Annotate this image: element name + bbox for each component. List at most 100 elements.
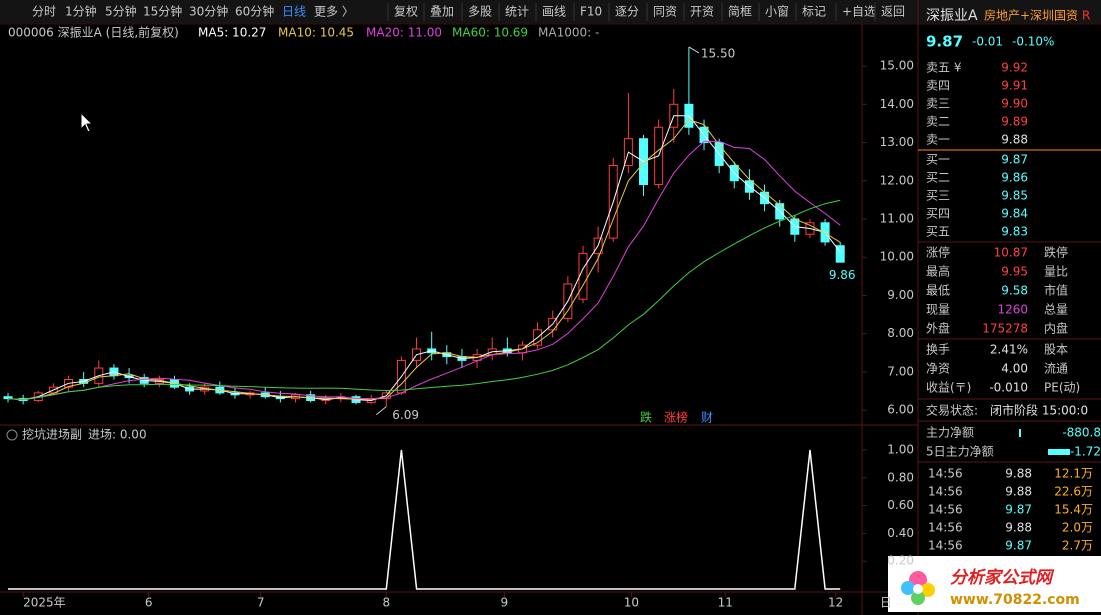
change: -0.01 — [972, 35, 1003, 49]
period-tab[interactable]: 30分钟 — [189, 4, 228, 19]
ma-label: MA10: 10.45 — [278, 26, 354, 40]
tool-button[interactable]: F10 — [580, 5, 602, 19]
tick-volume: 15.4万 — [1054, 503, 1093, 517]
period-tab[interactable]: 日线 — [282, 5, 306, 19]
tool-button[interactable]: 画线 — [542, 5, 566, 19]
tick-time: 14:56 — [928, 521, 963, 535]
tool-button[interactable]: 开资 — [690, 5, 714, 19]
bid-label: 买五 — [926, 225, 950, 239]
ask-label: 卖四 — [926, 79, 950, 93]
stock-name: 深振业A — [926, 8, 978, 24]
sector: 房地产+深圳国资 — [984, 8, 1078, 23]
tool-button[interactable]: 复权 — [394, 5, 418, 19]
symbol: 000006 深振业A (日线,前复权) — [8, 25, 179, 40]
y-tick-label: 0.80 — [887, 470, 914, 484]
watermark — [888, 556, 1101, 612]
bid-label: 买一 — [926, 153, 950, 167]
stat-label: PE(动) — [1044, 381, 1080, 395]
tick-time: 14:56 — [928, 467, 963, 481]
period-tab[interactable]: 分时 — [32, 5, 56, 19]
x-tick-label: 10 — [624, 596, 639, 610]
tick-volume: 22.6万 — [1054, 485, 1093, 499]
tick-volume: 12.1万 — [1054, 467, 1093, 481]
stat-label: 换手 — [926, 343, 950, 357]
price: 9.87 — [926, 33, 963, 51]
change-pct: -0.10% — [1012, 35, 1054, 49]
ask-label: 卖三 — [926, 97, 950, 111]
event-marker: 跌 — [640, 410, 652, 425]
tool-button[interactable]: +自选 — [842, 5, 876, 19]
y-tick-label: 0.40 — [887, 526, 914, 540]
stat-value: 2.41% — [990, 343, 1028, 357]
watermark-name: 分析家公式网 — [950, 568, 1055, 588]
stat-value: 10.87 — [994, 246, 1028, 260]
logo — [913, 584, 923, 594]
y-tick-label: 0.20 — [887, 554, 914, 568]
tick-price: 9.87 — [1005, 539, 1032, 553]
y-tick-label: 14.00 — [880, 97, 914, 111]
ask-price: 9.91 — [1001, 79, 1028, 93]
tool-button[interactable]: 返回 — [881, 5, 905, 19]
bid-price: 9.83 — [1001, 225, 1028, 239]
ask-label: 卖五 ¥ — [926, 61, 962, 75]
tool-button[interactable]: 逐分 — [615, 5, 639, 19]
stat-label: 跌停 — [1044, 245, 1068, 260]
indicator-toggle — [6, 429, 18, 441]
flow-value: -880.8 — [1062, 426, 1101, 440]
event-marker: 财 — [701, 411, 713, 425]
stat-label: 现量 — [926, 303, 950, 317]
y-tick-label: 12.00 — [880, 173, 914, 187]
badge: R — [1082, 9, 1090, 23]
watermark-url: www.70822.com — [950, 592, 1080, 608]
stat-value: 9.58 — [1001, 284, 1028, 298]
x-tick-label: 12 — [828, 596, 843, 610]
ma-line — [7, 199, 841, 401]
stat-label: 股本 — [1044, 343, 1068, 357]
bid-price: 9.87 — [1001, 153, 1028, 167]
stat-label: 外盘 — [926, 321, 950, 336]
stat-label: 总量 — [1044, 303, 1068, 317]
period-tab[interactable]: 更多 〉 — [314, 5, 354, 19]
ask-price: 9.90 — [1001, 97, 1028, 111]
stat-value: 175278 — [982, 322, 1028, 336]
tool-button[interactable]: 多股 — [468, 5, 492, 19]
tool-button[interactable]: 小窗 — [765, 5, 789, 19]
logo — [921, 583, 935, 597]
flow-value: -1.72 — [1070, 445, 1101, 459]
ask-price: 9.89 — [1001, 115, 1028, 129]
tick-price: 9.88 — [1005, 467, 1032, 481]
period-tab[interactable]: 1分钟 — [65, 4, 97, 19]
ask-label: 卖二 — [926, 115, 950, 129]
period-tab[interactable]: 5分钟 — [105, 4, 137, 19]
ma-label: MA20: 11.00 — [366, 26, 442, 40]
flow-bar — [1048, 449, 1070, 455]
bid-price: 9.85 — [1001, 189, 1028, 203]
stat-label: 市值 — [1044, 283, 1068, 298]
stat-label: 内盘 — [1044, 321, 1068, 336]
period-tab[interactable]: 15分钟 — [143, 4, 182, 19]
tick-price: 9.88 — [1005, 485, 1032, 499]
y-tick-label: 0.60 — [887, 498, 914, 512]
x-period: 日 — [880, 596, 892, 610]
indicator-value: 进场: 0.00 — [88, 428, 147, 442]
tick-volume: 2.0万 — [1062, 521, 1093, 535]
tool-button[interactable]: 统计 — [505, 5, 529, 19]
ask-price: 9.88 — [1001, 133, 1028, 147]
y-tick-label: 9.00 — [887, 288, 914, 302]
stat-value: 1260 — [997, 303, 1028, 317]
stat-value: 4.00 — [1001, 362, 1028, 376]
tool-button[interactable]: 同资 — [653, 5, 677, 19]
tool-button[interactable]: 简框 — [728, 5, 752, 19]
x-tick-label: 11 — [718, 596, 733, 610]
tool-button[interactable]: 标记 — [802, 5, 826, 19]
indicator-title: 挖坑进场副 — [22, 427, 82, 442]
x-tick-label: 2025年 — [23, 596, 66, 610]
cursor — [80, 111, 94, 133]
stat-label: 最高 — [926, 264, 950, 279]
tool-button[interactable]: 叠加 — [430, 5, 454, 19]
candle-body — [578, 252, 588, 300]
period-tab[interactable]: 60分钟 — [235, 4, 274, 19]
ma-label: MA5: 10.27 — [198, 26, 266, 40]
annotation: 6.09 — [392, 408, 419, 422]
